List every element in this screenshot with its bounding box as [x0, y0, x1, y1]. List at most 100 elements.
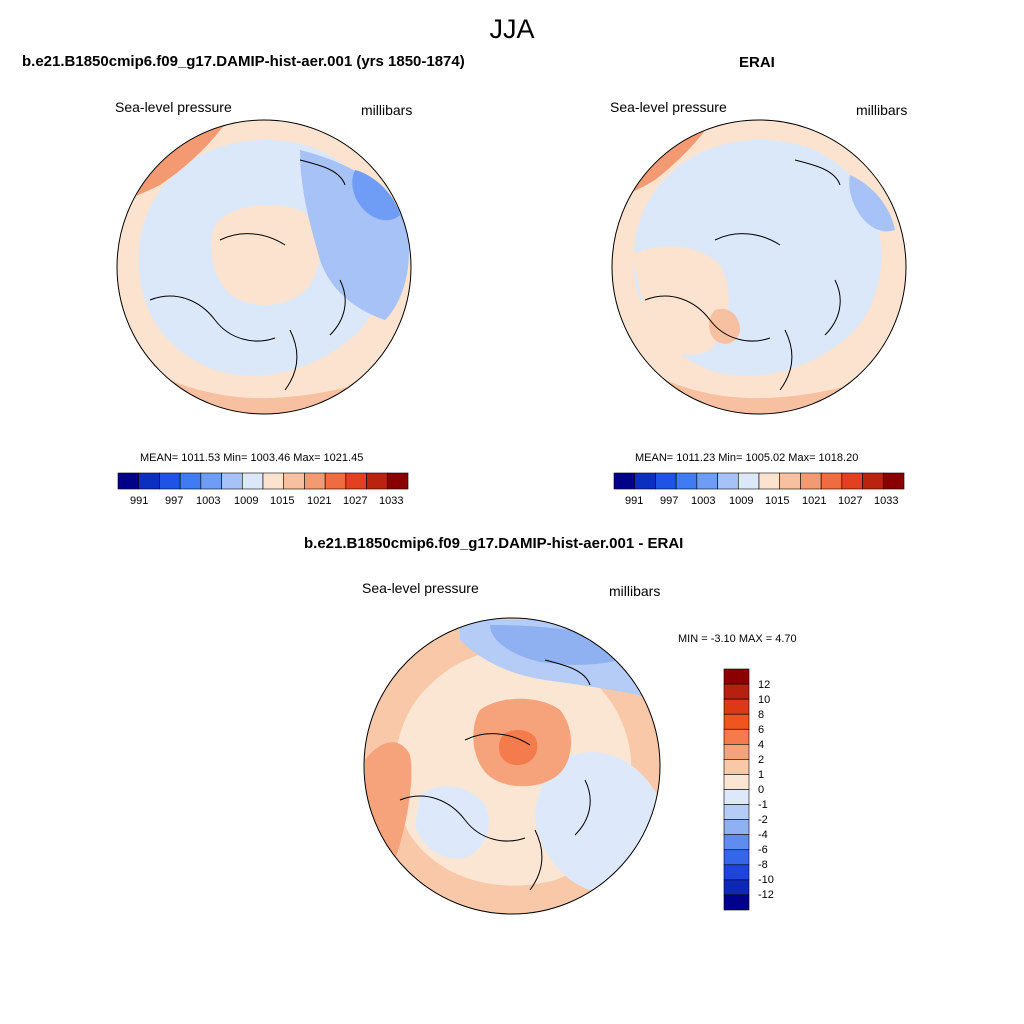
colorbar-box — [723, 683, 750, 700]
cbar1-label: 1027 — [343, 495, 368, 507]
cbar1-label: 1015 — [270, 495, 295, 507]
colorbar-box — [386, 472, 409, 490]
cbar2-label: 1033 — [874, 495, 899, 507]
colorbar-box — [723, 849, 750, 866]
map-3-region — [490, 625, 640, 665]
cbar3-label: -6 — [758, 844, 768, 856]
colorbar-box — [862, 472, 884, 490]
map-panel-1 — [117, 120, 411, 414]
cbar3-label: 4 — [758, 739, 765, 751]
cbar1-label: 1021 — [307, 495, 332, 507]
colorbar-box — [723, 744, 750, 760]
cbar1-label: 997 — [165, 495, 184, 507]
colorbar-box — [723, 668, 750, 685]
colorbar-box — [723, 894, 750, 911]
panel-1-stats: MEAN= 1011.53 Min= 1003.46 Max= 1021.45 — [140, 452, 364, 464]
colorbar-box — [345, 472, 367, 490]
colorbar-box — [634, 472, 656, 490]
map-3-coastline — [399, 659, 591, 891]
colorbar-box — [723, 713, 750, 730]
colorbar-box — [723, 774, 750, 790]
colorbar-box — [179, 472, 202, 490]
panel-2-stats: MEAN= 1011.23 Min= 1005.02 Max= 1018.20 — [635, 452, 859, 464]
colorbar-panel-2 — [613, 472, 905, 490]
cbar3-label: 2 — [758, 754, 765, 766]
cbar3-label: 6 — [758, 724, 765, 736]
cbar1-label: 1009 — [234, 495, 259, 507]
cbar3-label: -1 — [758, 799, 768, 811]
colorbar-box — [138, 472, 160, 490]
map-2-region — [709, 308, 740, 344]
colorbar-box — [723, 834, 750, 851]
panel-1-variable-label: Sea-level pressure — [115, 99, 232, 115]
colorbar-box — [800, 472, 822, 490]
colorbar-box — [655, 472, 677, 490]
map-1-border — [116, 119, 412, 415]
cbar1-label: 1003 — [196, 495, 221, 507]
colorbar-box — [723, 864, 750, 881]
colorbar-box — [283, 472, 305, 490]
colorbar-box — [723, 804, 750, 820]
colorbar-box — [758, 472, 781, 490]
map-1-region — [211, 205, 321, 305]
colorbar-box — [723, 698, 750, 715]
cbar2-label: 1015 — [765, 495, 790, 507]
cbar3-label: 10 — [758, 694, 771, 706]
cbar2-label: 1009 — [729, 495, 754, 507]
cbar2-label: 1003 — [691, 495, 716, 507]
colorbar-box — [241, 472, 264, 490]
colorbar-box — [737, 472, 760, 490]
map-1-region — [352, 170, 400, 221]
map-3-border — [363, 617, 661, 915]
colorbar-box — [882, 472, 905, 490]
panel-1-title: b.e21.B1850cmip6.f09_g17.DAMIP-hist-aer.… — [22, 53, 465, 70]
colorbar-box — [717, 472, 739, 490]
cbar3-label: -2 — [758, 814, 768, 826]
cbar3-label: 1 — [758, 769, 765, 781]
cbar1-label: 1033 — [379, 495, 404, 507]
cbar2-label: 997 — [660, 495, 679, 507]
colorbar-box — [324, 472, 347, 490]
colorbar-box — [723, 879, 750, 896]
cbar3-label: -12 — [758, 889, 774, 901]
map-panel-2 — [612, 120, 906, 414]
colorbar-box — [723, 759, 750, 775]
colorbar-box — [696, 472, 718, 490]
cbar3-label: 8 — [758, 709, 765, 721]
panel-3-title: b.e21.B1850cmip6.f09_g17.DAMIP-hist-aer.… — [304, 535, 684, 552]
panel-2-units-label: millibars — [856, 102, 908, 118]
colorbar-difference — [723, 668, 750, 911]
colorbar-box — [820, 472, 843, 490]
colorbar-box — [159, 472, 181, 490]
map-3-region — [499, 729, 538, 766]
map-1-coastline — [149, 159, 346, 391]
map-3-region — [415, 786, 489, 859]
cbar1-label: 991 — [130, 495, 149, 507]
colorbar-box — [779, 472, 801, 490]
map-2-coastline — [644, 159, 841, 391]
panel-2-variable-label: Sea-level pressure — [610, 99, 727, 115]
colorbar-box — [723, 819, 750, 835]
panel-2-title: ERAI — [739, 54, 775, 71]
map-2-region — [849, 175, 895, 232]
panel-1-units-label: millibars — [361, 102, 413, 118]
colorbar-box — [221, 472, 243, 490]
colorbar-box — [304, 472, 326, 490]
figure-title: JJA — [489, 14, 535, 44]
colorbar-box — [200, 472, 222, 490]
cbar3-label: -8 — [758, 859, 768, 871]
panel-3-variable-label: Sea-level pressure — [362, 580, 479, 596]
colorbar-box — [262, 472, 285, 490]
cbar2-label: 1027 — [838, 495, 863, 507]
colorbar-box — [117, 472, 140, 490]
colorbar-box — [723, 728, 750, 745]
colorbar-box — [723, 789, 750, 805]
colorbar-box — [613, 472, 636, 490]
cbar3-label: 12 — [758, 679, 771, 691]
map-3-region — [535, 752, 660, 890]
cbar3-label: -10 — [758, 874, 774, 886]
colorbar-panel-1 — [117, 472, 409, 490]
map-panel-3 — [364, 618, 660, 914]
map-2-region — [630, 246, 729, 356]
